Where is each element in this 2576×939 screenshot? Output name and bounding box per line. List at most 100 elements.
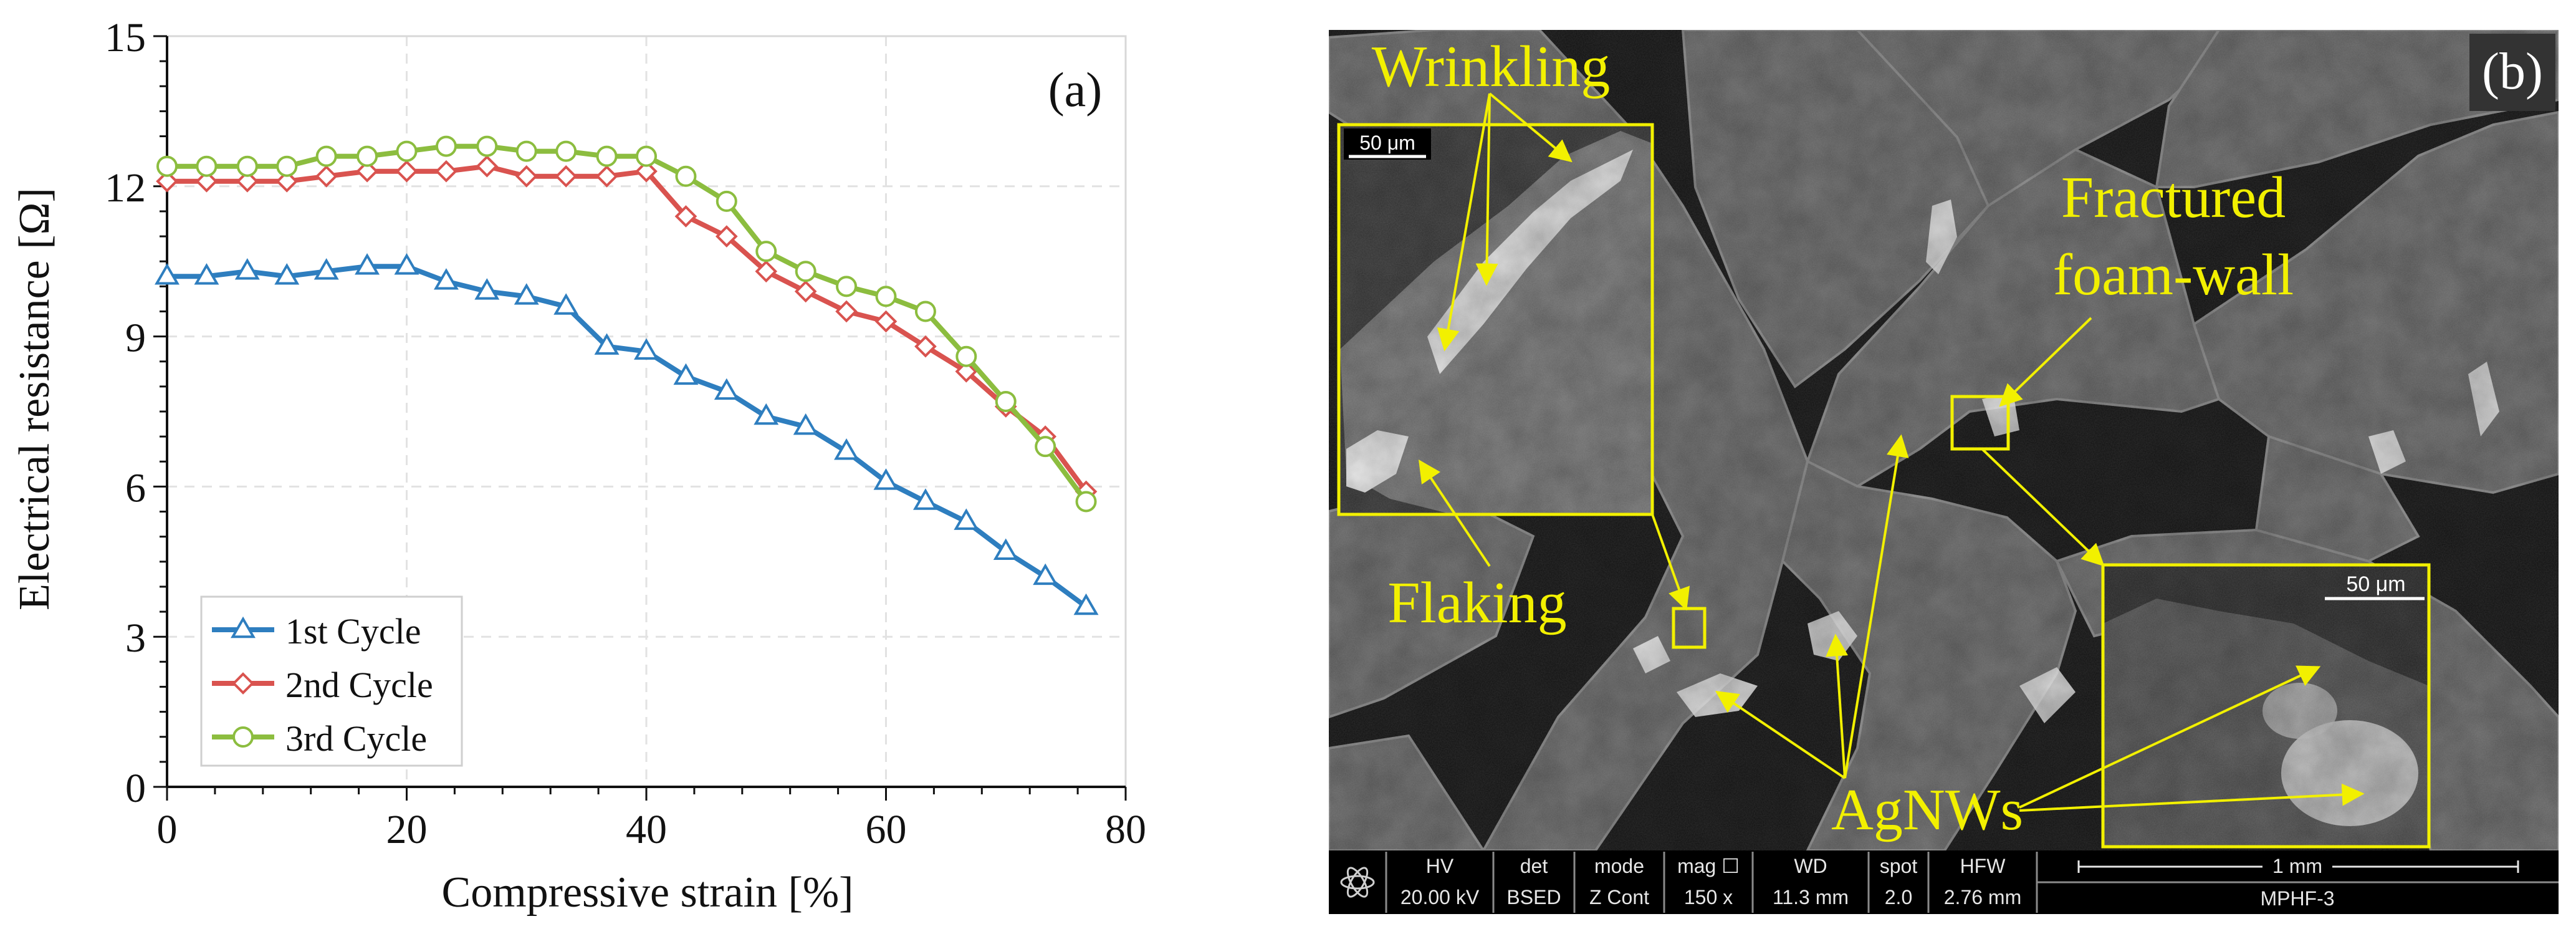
data-point [595,165,618,188]
data-point [914,301,936,322]
series-3 [156,135,1097,513]
hfw-value: 2.76 mm [1944,886,2021,908]
agnws-arrow [1826,633,1849,779]
y-tick-label: 6 [125,465,146,511]
agnws-label: AgNWs [1831,778,2023,842]
data-point [635,160,658,183]
mag-value: 150 x [1684,886,1733,908]
data-point [476,135,498,157]
y-axis-ticks: 0 3 6 9 12 15 [105,15,167,811]
data-point [995,390,1017,412]
series-1 [155,253,1099,615]
legend-marker [232,726,254,748]
data-point [474,278,500,300]
spot-label: spot [1880,855,1918,877]
agnws-arrow [2019,783,2365,812]
fractured-label-line2: foam-wall [2053,243,2294,307]
detector-atom-icon [1340,867,1375,898]
wrinkling-arrow [1475,93,1498,286]
inset-left-frame [1337,123,1654,516]
agnws-arrow [1715,690,1846,779]
data-point [395,160,418,183]
flaking-arrow [1419,460,1491,567]
y-tick-label: 12 [105,165,146,211]
data-point [874,310,898,333]
y-tick-label: 15 [105,15,146,60]
data-point [555,140,577,162]
x-tick-label: 20 [386,807,428,852]
x-tick-label: 60 [866,807,907,852]
data-point [912,488,938,510]
data-point [396,140,418,162]
data-point [514,283,539,305]
data-point [793,413,818,435]
x-tick-label: 0 [157,807,178,852]
data-point [873,468,899,490]
sem-micrograph: 50 μm 50 μm [1329,30,2559,914]
data-point [433,268,459,290]
x-tick-label: 80 [1105,807,1146,852]
agnws-arrow [1844,434,1909,779]
data-point [274,263,300,285]
data-point [716,190,737,212]
data-point [196,155,218,177]
data-point [195,170,218,193]
fractured-label-line1: Fractured [2061,165,2286,230]
det-label: det [1520,855,1548,877]
inset-left-scalebar-label: 50 μm [1359,132,1415,154]
legend-marker [231,616,256,638]
connector-line [1651,514,1690,611]
fractured-arrow [1999,317,2092,407]
data-point [553,293,579,315]
data-point [314,258,339,280]
mode-value: Z Cont [1589,886,1649,908]
data-point [834,438,859,460]
flaking-label: Flaking [1387,571,1566,635]
inset-left: 50 μm [1337,123,1654,516]
connector-line [1981,448,2105,567]
data-point [954,508,979,530]
x-axis-ticks: 0 20 40 60 80 [157,787,1146,852]
wd-value: 11.3 mm [1773,886,1849,908]
data-point [1075,491,1097,513]
data-point [234,258,260,280]
wrinkling-arrow [1488,92,1573,163]
data-point [836,276,858,297]
data-point [715,225,738,248]
series-line [167,163,1088,493]
mode-label: mode [1594,855,1644,877]
data-point [993,538,1018,560]
x-tick-label: 40 [626,807,667,852]
wrinkling-arrow [1437,93,1491,352]
data-point [356,160,378,183]
data-point [476,155,499,178]
data-point [515,140,537,162]
data-point [315,145,337,167]
data-point [236,155,258,177]
data-point [755,260,778,283]
hv-label: HV [1426,855,1454,877]
legend-marker [232,672,254,695]
data-point [515,165,538,188]
sem-info-bar: HV 20.00 kV det BSED mode Z Cont mag ☐ 1… [1329,850,2559,914]
inset-right-frame [2101,563,2431,849]
data-point [673,363,699,385]
hfw-label: HFW [1960,855,2006,877]
data-point [555,165,578,188]
resistance-chart: 0 3 6 9 12 15 0 20 40 60 80 Compressive strain [%… [11,15,1146,917]
data-point [955,345,977,367]
panel-b-label-box [2469,34,2555,111]
chart-legend: 1st Cycle 2nd Cycle 3rd Cycle [200,595,463,767]
hv-value: 20.00 kV [1401,886,1480,908]
data-point [156,155,178,177]
inset-left-scalebar-box [1344,128,1431,160]
data-point [435,135,457,157]
panel-a-label: (a) [1048,62,1103,117]
data-point [634,338,659,360]
data-point [675,165,697,187]
data-point [315,165,338,188]
data-point [194,263,219,285]
fractured-region-box [1950,395,2010,451]
chart-series [155,135,1099,615]
